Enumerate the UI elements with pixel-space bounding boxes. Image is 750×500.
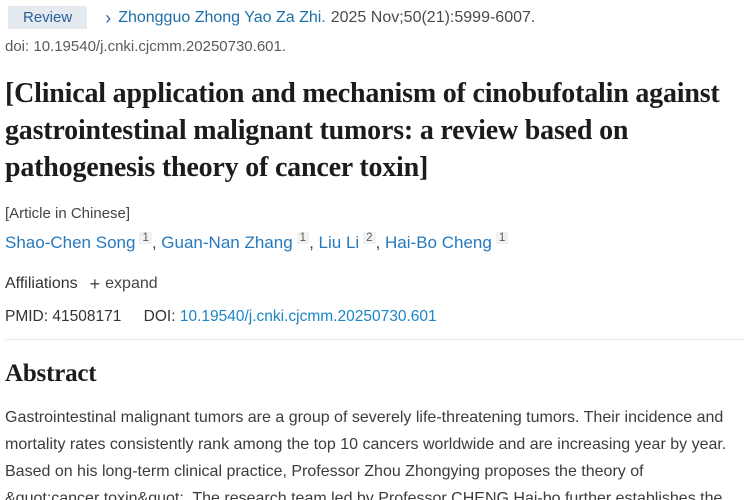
author-link[interactable]: Guan-Nan Zhang <box>161 233 293 252</box>
author-link[interactable]: Hai-Bo Cheng <box>385 233 492 252</box>
author-superscript[interactable]: 1 <box>139 232 152 245</box>
plus-icon: + <box>89 273 101 294</box>
publication-type-badge: Review <box>8 6 88 29</box>
affiliations-expand-button[interactable]: + expand <box>90 274 158 295</box>
doi-label: DOI: <box>143 307 176 325</box>
author-link[interactable]: Shao-Chen Song <box>5 233 136 252</box>
abstract-heading: Abstract <box>5 359 97 387</box>
author-superscript[interactable]: 1 <box>296 232 310 245</box>
abstract-text: Gastrointestinal malignant tumors are a … <box>5 408 727 500</box>
author-superscript[interactable]: 1 <box>495 232 509 245</box>
authors-list: Shao-Chen Song 1, Guan-Nan Zhang 1, Liu Li… <box>5 230 745 256</box>
doi-link[interactable]: 10.19540/j.cnki.cjcmm.20250730.601 <box>179 307 437 325</box>
author-link[interactable]: Liu Li <box>318 233 360 252</box>
section-divider <box>5 338 745 340</box>
expand-label: expand <box>105 275 158 292</box>
chevron-right-icon: › <box>105 7 112 28</box>
pmid-value: 41508171 <box>52 307 122 325</box>
pmid-label: PMID: <box>5 307 49 325</box>
affiliations-label: Affiliations <box>5 275 78 292</box>
article-title: [Clinical application and mechanism of c… <box>5 78 720 183</box>
author-separator: , <box>309 233 319 252</box>
author-separator: , <box>375 233 386 252</box>
citation-row: Review › Zhongguo Zhong Yao Za Zhi. 2025… <box>5 6 745 29</box>
language-note: [Article in Chinese] <box>5 205 131 222</box>
journal-link[interactable]: Zhongguo Zhong Yao Za Zhi. <box>118 8 326 26</box>
citation-details: 2025 Nov;50(21):5999-6007. <box>330 8 536 26</box>
affiliations-row: Affiliations + expand <box>5 274 745 295</box>
author-superscript[interactable]: 2 <box>363 232 376 245</box>
doi-line: doi: 10.19540/j.cnki.cjcmm.20250730.601. <box>5 38 287 55</box>
identifiers-row: PMID: 41508171 DOI: 10.19540/j.cnki.cjcm… <box>5 308 745 326</box>
author-separator: , <box>151 233 162 252</box>
